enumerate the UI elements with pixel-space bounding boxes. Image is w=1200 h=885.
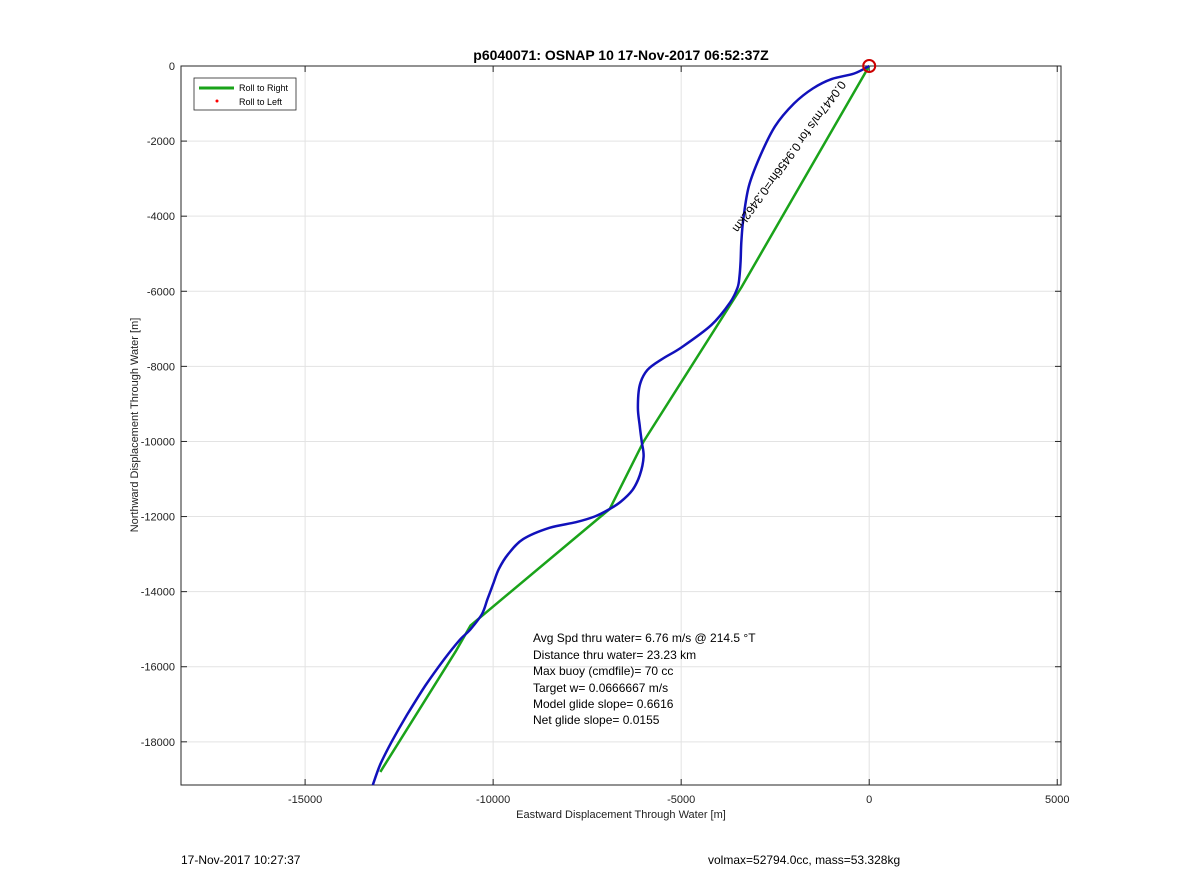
legend-label-roll-left: Roll to Left <box>239 97 283 107</box>
x-tick-label: -5000 <box>667 794 695 806</box>
x-tick-label: 5000 <box>1045 794 1069 806</box>
end-marker <box>862 59 877 73</box>
y-tick-label: -10000 <box>141 436 175 448</box>
y-tick-label: -4000 <box>147 211 175 223</box>
stat-target-w: Target w= 0.0666667 m/s <box>533 681 668 695</box>
plot-series <box>371 59 877 786</box>
y-axis-label: Northward Displacement Through Water [m] <box>129 318 141 533</box>
stat-avg-speed: Avg Spd thru water= 6.76 m/s @ 214.5 °T <box>533 631 756 645</box>
x-tick-label: 0 <box>866 794 872 806</box>
stat-distance: Distance thru water= 23.23 km <box>533 648 696 662</box>
stats-annotations: Avg Spd thru water= 6.76 m/s @ 214.5 °T … <box>533 631 756 727</box>
y-tick-label: -2000 <box>147 136 175 148</box>
x-axis-label: Eastward Displacement Through Water [m] <box>516 809 726 821</box>
y-tick-label: -8000 <box>147 361 175 373</box>
chart-title: p6040071: OSNAP 10 17-Nov-2017 06:52:37Z <box>473 47 769 63</box>
series-track <box>371 64 870 786</box>
legend-box <box>193 77 297 111</box>
legend-marker-roll-left <box>215 99 219 103</box>
y-tick-label: -16000 <box>141 662 175 674</box>
y-tick-label: -12000 <box>141 512 175 524</box>
stat-net-glide-slope: Net glide slope= 0.0155 <box>533 713 660 727</box>
x-tick-label: -15000 <box>288 794 322 806</box>
y-tick-label: -18000 <box>141 737 175 749</box>
legend: Roll to Right Roll to Left <box>193 77 297 111</box>
y-tick-label: -14000 <box>141 587 175 599</box>
axis-ticks: -15000 -10000 -5000 0 5000 0 -2000 -4000 -6000 -8… <box>141 61 1070 806</box>
plot-frame <box>180 65 1062 786</box>
stat-max-buoy: Max buoy (cmdfile)= 70 cc <box>533 664 673 678</box>
x-tick-label: -10000 <box>476 794 510 806</box>
footer-timestamp: 17-Nov-2017 10:27:37 <box>181 853 301 867</box>
current-annotation: 0.0447m/s for 0.9456hr=0.3462km <box>730 78 849 235</box>
stat-model-glide-slope: Model glide slope= 0.6616 <box>533 697 674 711</box>
y-tick-label: -6000 <box>147 286 175 298</box>
footer-volmax-mass: volmax=52794.0cc, mass=53.328kg <box>708 853 901 867</box>
y-tick-label: 0 <box>169 61 175 73</box>
legend-label-roll-right: Roll to Right <box>239 83 289 93</box>
